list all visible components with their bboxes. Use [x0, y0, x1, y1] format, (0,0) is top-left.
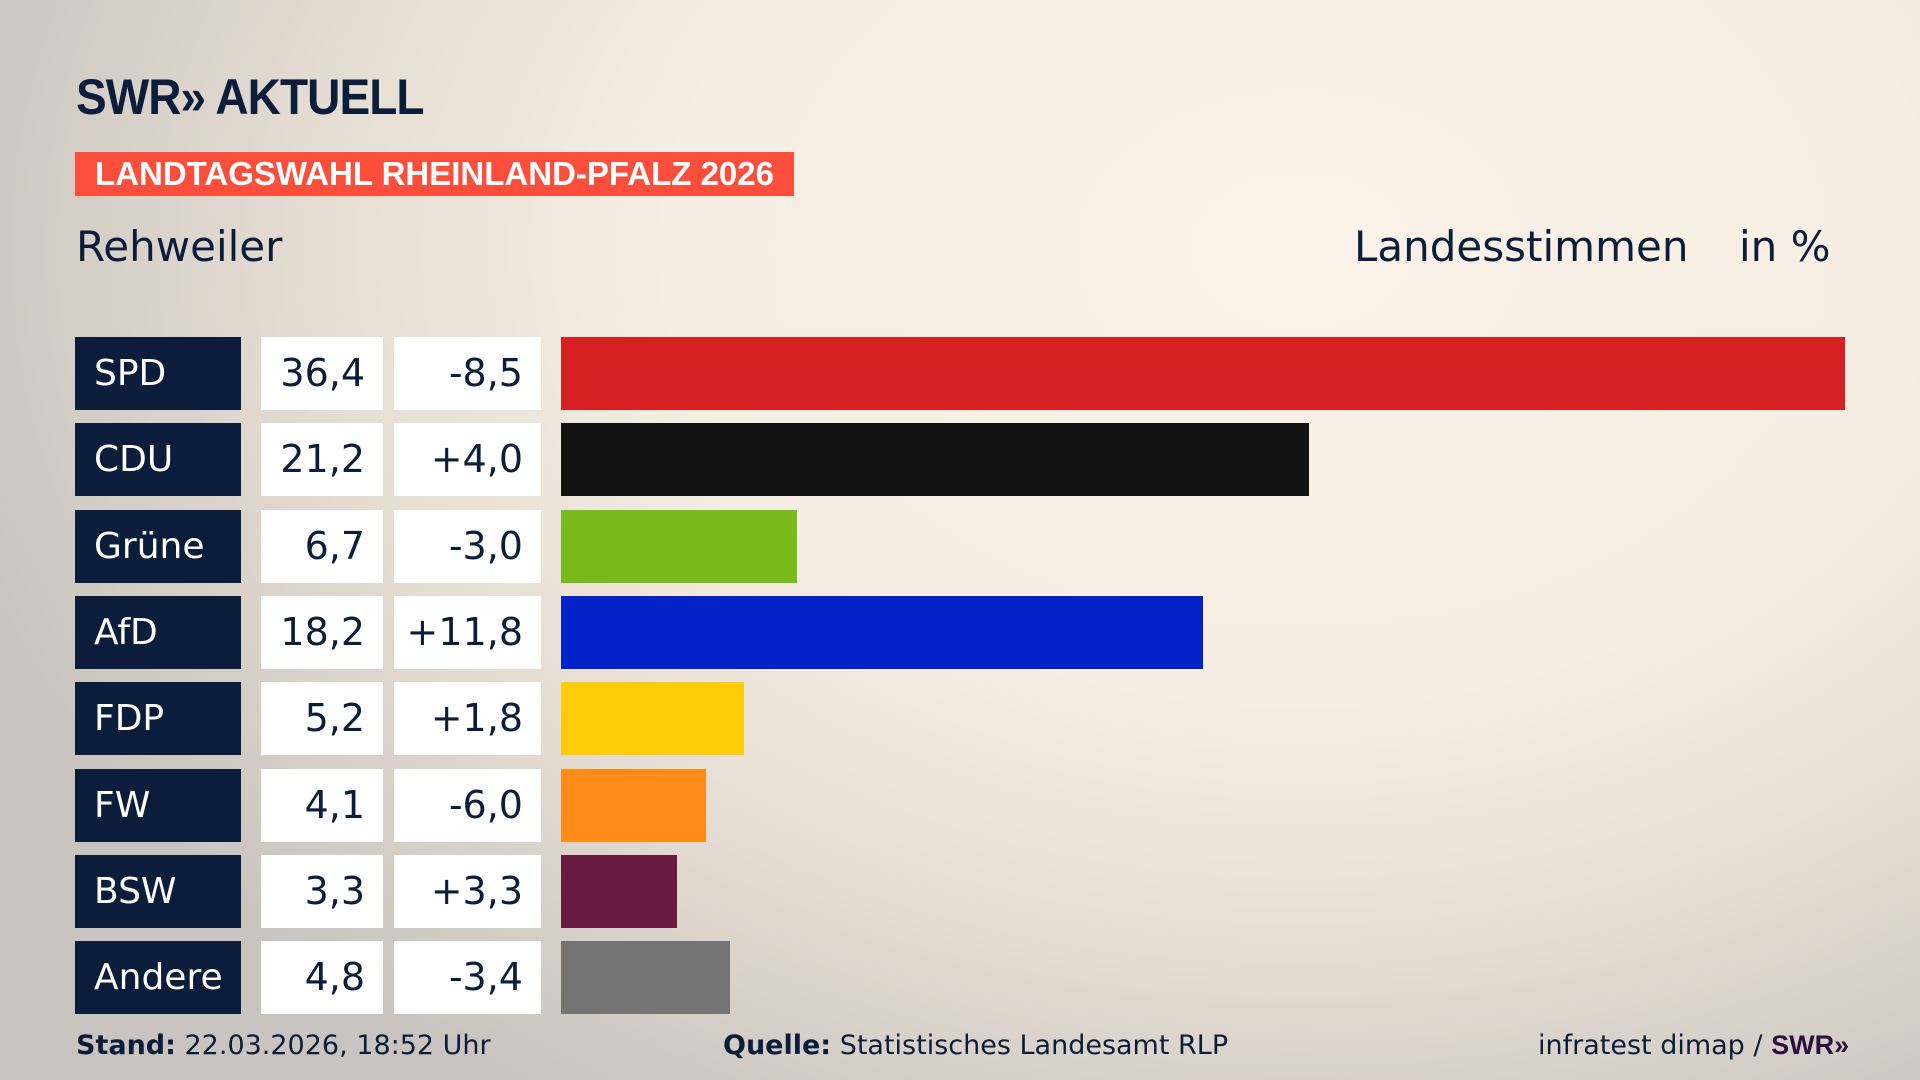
source-value: Statistisches Landesamt RLP	[831, 1030, 1229, 1061]
party-label: AfD	[75, 595, 241, 669]
bar	[561, 337, 1845, 410]
party-label: BSW	[75, 854, 241, 928]
place-title: Rehweiler	[76, 222, 283, 271]
diff-label: +4,0	[394, 423, 541, 497]
bar	[561, 854, 678, 928]
value-label: 36,4	[261, 337, 383, 410]
value-label: 4,1	[261, 768, 383, 842]
diff-label: +1,8	[394, 682, 541, 756]
timestamp: Stand: 22.03.2026, 18:52 Uhr	[76, 1030, 491, 1061]
bar	[561, 509, 798, 583]
source: Quelle: Statistisches Landesamt RLP	[723, 1030, 1228, 1061]
party-label: FW	[75, 768, 241, 842]
value-label: 21,2	[261, 423, 383, 497]
measure-label: Landesstimmen	[1354, 222, 1689, 271]
value-label: 5,2	[261, 682, 383, 756]
credit-text: infratest dimap /	[1538, 1030, 1772, 1061]
stand-value: 22.03.2026, 18:52 Uhr	[175, 1030, 491, 1061]
bar	[561, 423, 1309, 497]
bar	[561, 595, 1203, 669]
party-label: Andere	[75, 941, 241, 1015]
value-label: 3,3	[261, 854, 383, 928]
diff-label: +11,8	[394, 595, 541, 669]
diff-label: -6,0	[394, 768, 541, 842]
value-label: 4,8	[261, 941, 383, 1015]
diff-label: +3,3	[394, 854, 541, 928]
party-label: FDP	[75, 682, 241, 756]
value-label: 18,2	[261, 595, 383, 669]
stand-label: Stand:	[76, 1030, 176, 1061]
swr-logo: SWR»	[1771, 1030, 1850, 1060]
diff-label: -3,4	[394, 941, 541, 1015]
party-label: CDU	[75, 423, 241, 497]
source-label: Quelle:	[723, 1030, 832, 1061]
party-label: Grüne	[75, 509, 241, 583]
party-label: SPD	[75, 337, 241, 410]
diff-label: -3,0	[394, 509, 541, 583]
bar	[561, 682, 745, 756]
swr-aktuell-logo: SWR» AKTUELL	[76, 69, 424, 125]
credit: infratest dimap / SWR»	[1538, 1030, 1849, 1061]
bar	[561, 941, 731, 1015]
diff-label: -8,5	[394, 337, 541, 410]
unit-label: in %	[1739, 222, 1831, 271]
election-badge: LANDTAGSWAHL RHEINLAND-PFALZ 2026	[75, 152, 794, 196]
value-label: 6,7	[261, 509, 383, 583]
bar	[561, 768, 706, 842]
